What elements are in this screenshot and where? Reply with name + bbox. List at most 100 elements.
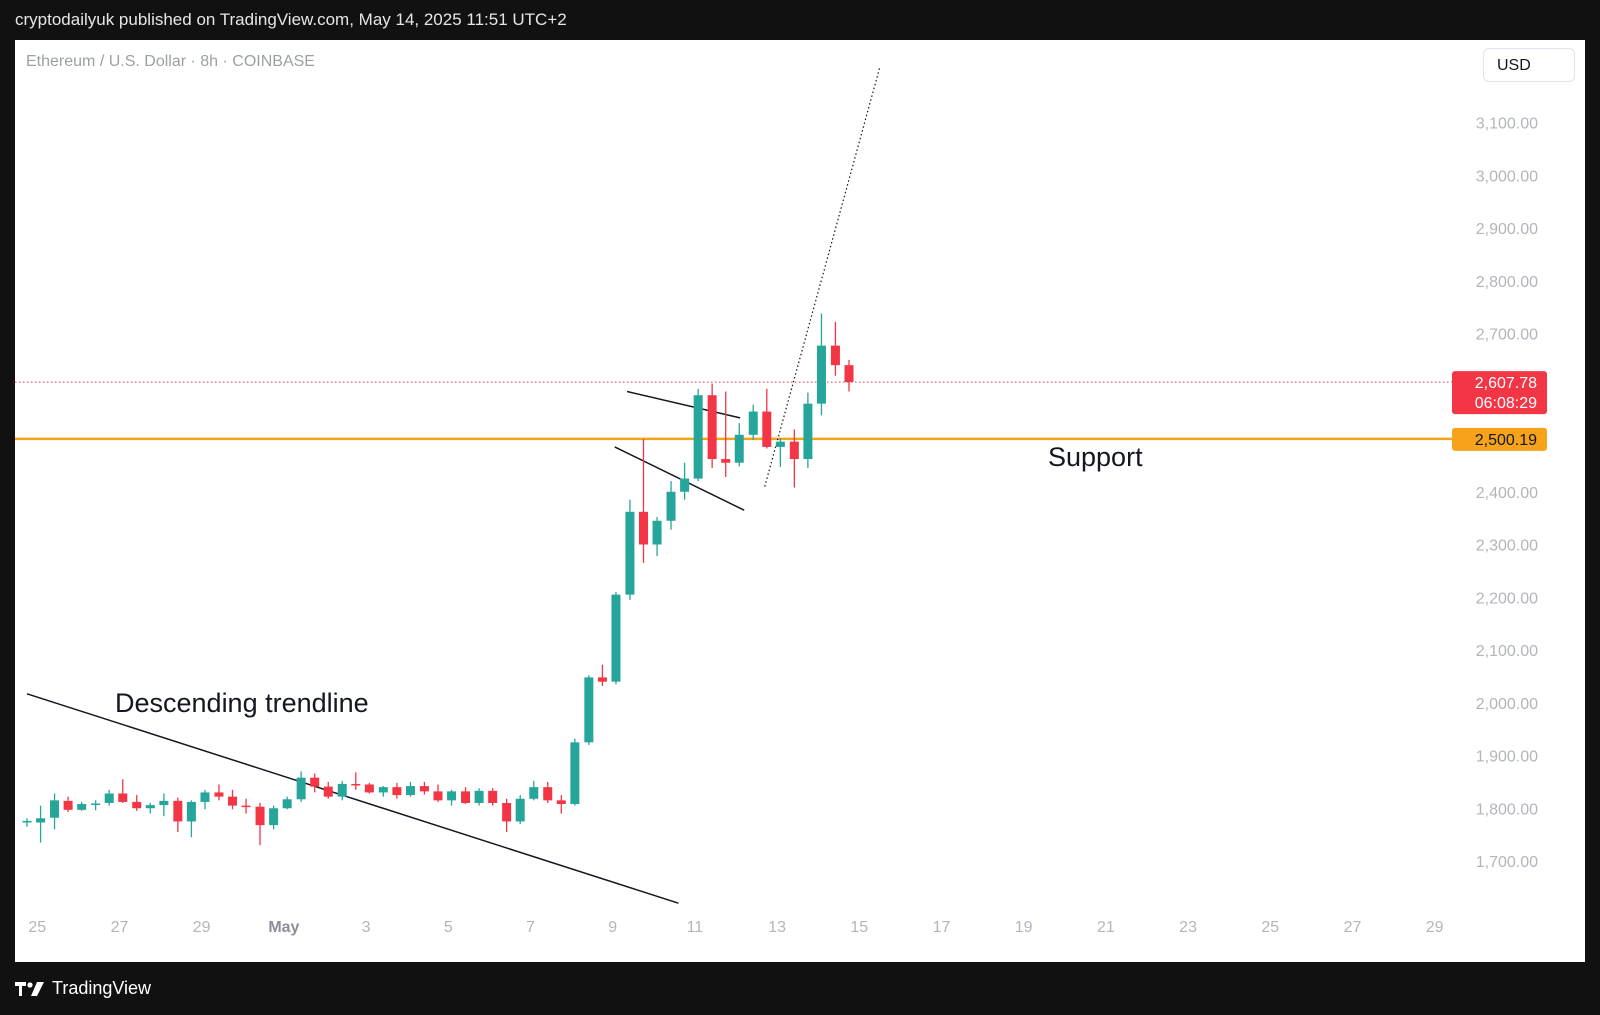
candle-body [337, 783, 347, 797]
candle-body [529, 787, 539, 799]
candle-body [556, 800, 566, 805]
y-tick-label: 2,900.00 [1476, 221, 1538, 238]
candle-body [63, 800, 73, 810]
currency-button[interactable]: USD [1483, 48, 1575, 82]
support-label: Support [1048, 442, 1143, 472]
support-value: 2,500.19 [1475, 432, 1537, 449]
y-tick-label: 1,900.00 [1476, 749, 1538, 766]
y-tick-label: 2,200.00 [1476, 590, 1538, 607]
last-price-badge [1452, 371, 1547, 415]
x-tick-label: 9 [608, 919, 617, 936]
candle-body [228, 796, 237, 806]
candle-body [789, 441, 799, 460]
x-tick-label: 23 [1179, 919, 1197, 936]
x-tick-label: 3 [362, 919, 371, 936]
candle-body [405, 786, 415, 796]
price-chart[interactable]: 1,700.00 1,800.00 1,900.00 2,000.00 2,100.00… [15, 40, 1585, 962]
candle-body [91, 803, 101, 806]
candle-body [364, 784, 374, 793]
y-tick-label: 1,700.00 [1476, 854, 1538, 871]
candle-body [22, 820, 32, 823]
x-tick-label: 15 [850, 919, 868, 936]
channel-line [614, 446, 745, 511]
candle-body [269, 808, 279, 826]
x-tick-label: 7 [526, 919, 535, 936]
x-tick-label: 29 [1426, 919, 1444, 936]
x-tick-label: 27 [1344, 919, 1362, 936]
candle-body [570, 742, 580, 805]
x-tick-label: 11 [687, 919, 704, 936]
candle-body [378, 787, 388, 793]
candle-body [461, 791, 471, 803]
x-tick-label: 25 [1261, 919, 1279, 936]
candle-body [639, 511, 648, 545]
candle-body [652, 520, 662, 545]
candle-body [214, 792, 224, 797]
y-tick-label: 2,000.00 [1476, 696, 1538, 713]
y-tick-label: 3,100.00 [1476, 116, 1538, 133]
y-tick-label: 2,100.00 [1476, 643, 1538, 660]
last-price-value: 2,607.78 [1475, 375, 1537, 392]
candle-body [680, 478, 690, 492]
trendline-label: Descending trendline [115, 688, 369, 718]
candle-body [597, 677, 607, 682]
candle-body [543, 787, 553, 801]
candle-body [255, 806, 265, 826]
candle-body [584, 677, 594, 743]
x-tick-label: 29 [193, 919, 211, 936]
candle-body [36, 818, 46, 823]
candle-body [310, 777, 320, 787]
y-tick-label: 1,800.00 [1476, 801, 1538, 818]
candle-body [611, 594, 621, 682]
candle-body [77, 804, 87, 810]
candle-body [666, 491, 676, 521]
y-tick-label: 3,000.00 [1476, 168, 1538, 185]
x-tick-label: 27 [111, 919, 129, 936]
candle-body [775, 441, 785, 447]
candle-body [762, 411, 772, 447]
tradingview-logo-icon [15, 981, 44, 996]
candle-body [830, 345, 840, 366]
candle-body [145, 805, 155, 809]
chart-panel[interactable]: 1,700.00 1,800.00 1,900.00 2,000.00 2,100.00… [15, 40, 1585, 962]
countdown-value: 06:08:29 [1475, 395, 1537, 412]
candle-body [707, 395, 717, 460]
y-tick-label: 2,400.00 [1476, 485, 1538, 502]
tradingview-brand[interactable]: TradingView [15, 978, 151, 999]
candle-body [282, 799, 292, 809]
candle-body [515, 798, 525, 822]
candle-body [50, 800, 60, 818]
x-tick-label: 13 [768, 919, 786, 936]
candle-body [104, 793, 114, 803]
publish-caption: cryptodailyuk published on TradingView.c… [15, 10, 567, 29]
candle-body [447, 791, 457, 801]
candle-body [132, 801, 142, 809]
candle-body [748, 411, 758, 435]
x-tick-label: May [268, 919, 299, 936]
candle-body [392, 787, 402, 796]
candle-body [419, 786, 429, 792]
descending-trendline [26, 693, 679, 904]
candle-body [200, 792, 210, 802]
y-tick-label: 2,800.00 [1476, 274, 1538, 291]
candle-body [693, 395, 703, 479]
x-tick-label: 21 [1097, 919, 1115, 936]
candle-body [186, 801, 196, 822]
candle-body [625, 511, 635, 595]
x-tick-label: 19 [1015, 919, 1033, 936]
candle-body [721, 459, 731, 463]
candle-body [844, 365, 854, 383]
candle-body [803, 403, 813, 460]
x-tick-label: 5 [444, 919, 453, 936]
candle-body [296, 777, 306, 800]
candle-body [323, 786, 333, 797]
candle-body [502, 802, 512, 822]
candle-body [433, 791, 443, 801]
candle-body [159, 800, 169, 806]
candle-body [488, 790, 498, 803]
symbol-title: Ethereum / U.S. Dollar · 8h · COINBASE [26, 53, 315, 70]
projection-line [764, 66, 881, 487]
candle-body [173, 800, 183, 822]
candle-body [734, 434, 744, 463]
x-tick-label: 25 [28, 919, 46, 936]
